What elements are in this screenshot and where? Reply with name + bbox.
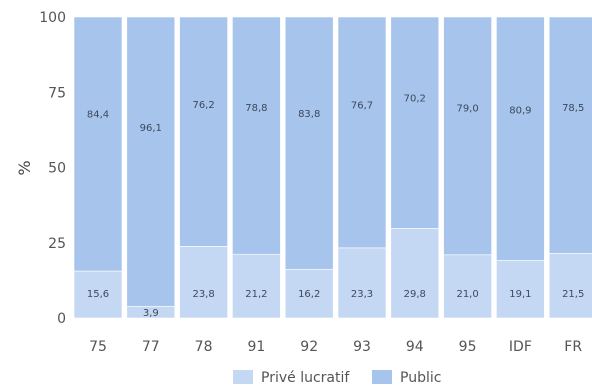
bar-segment bbox=[284, 16, 334, 270]
y-tick-label: 100 bbox=[39, 10, 66, 26]
x-tick-label: 93 bbox=[353, 339, 371, 355]
bar-segment bbox=[390, 228, 440, 319]
x-axis: 75 77 78 91 92 93 94 95 IDF FR bbox=[89, 339, 582, 355]
legend-swatch bbox=[372, 370, 392, 384]
y-axis-label: % bbox=[15, 160, 34, 175]
data-label: 78,8 bbox=[245, 103, 267, 114]
data-label: 21,2 bbox=[245, 289, 267, 300]
data-label: 76,7 bbox=[351, 101, 373, 112]
bar-segment bbox=[179, 246, 228, 319]
y-axis: 0 25 50 75 100 bbox=[39, 10, 66, 327]
y-tick-label: 25 bbox=[48, 236, 66, 252]
legend-label: Public bbox=[400, 370, 441, 386]
x-tick-label: 91 bbox=[247, 339, 265, 355]
x-tick-label: 92 bbox=[300, 339, 318, 355]
data-label: 16,2 bbox=[298, 289, 320, 300]
bar-segment bbox=[284, 268, 334, 319]
data-label: 76,2 bbox=[192, 100, 214, 111]
data-label: 78,5 bbox=[562, 103, 584, 114]
x-tick-label: 95 bbox=[459, 339, 477, 355]
data-label: 23,3 bbox=[351, 289, 373, 300]
bar-segment bbox=[548, 252, 592, 319]
bars: 15,6 84,4 3,9 96,1 23,8 76,2 21,2 78,8 16,2 83,8 2… bbox=[73, 16, 592, 319]
data-label: 21,0 bbox=[456, 289, 478, 300]
bar-segment bbox=[337, 16, 387, 249]
data-label: 19,1 bbox=[509, 289, 531, 300]
bar-segment bbox=[232, 253, 281, 319]
data-label: 21,5 bbox=[562, 289, 584, 300]
bar-segment bbox=[496, 260, 545, 319]
legend: Privé lucratif Public bbox=[233, 370, 441, 386]
data-label: 79,0 bbox=[456, 103, 478, 114]
x-tick-label: 78 bbox=[195, 339, 213, 355]
data-label: 15,6 bbox=[87, 289, 109, 300]
legend-swatch bbox=[233, 370, 253, 384]
bar-segment bbox=[126, 16, 176, 307]
data-label: 83,8 bbox=[298, 109, 320, 120]
x-tick-label: 77 bbox=[142, 339, 160, 355]
data-label: 80,9 bbox=[509, 106, 531, 117]
x-tick-label: IDF bbox=[509, 339, 532, 355]
bar-segment bbox=[73, 270, 123, 319]
data-label: 23,8 bbox=[192, 289, 214, 300]
bar-segment bbox=[179, 16, 228, 247]
x-tick-label: 75 bbox=[89, 339, 107, 355]
bar-segment bbox=[496, 16, 545, 261]
bar-segment bbox=[443, 16, 492, 256]
bar-segment bbox=[548, 16, 592, 254]
y-tick-label: 0 bbox=[57, 311, 66, 327]
data-label: 3,9 bbox=[143, 308, 159, 319]
data-label: 29,8 bbox=[404, 289, 426, 300]
data-label: 70,2 bbox=[404, 93, 426, 104]
y-tick-label: 50 bbox=[48, 161, 66, 177]
bar-segment bbox=[232, 16, 281, 255]
y-tick-label: 75 bbox=[48, 85, 66, 101]
legend-label: Privé lucratif bbox=[261, 370, 350, 386]
x-tick-label: 94 bbox=[406, 339, 424, 355]
bar-segment bbox=[390, 16, 440, 229]
data-label: 96,1 bbox=[140, 123, 162, 134]
bar-segment bbox=[73, 16, 123, 272]
data-label: 84,4 bbox=[87, 110, 109, 121]
x-tick-label: FR bbox=[564, 339, 582, 355]
bar-segment bbox=[443, 254, 492, 319]
bar-segment bbox=[337, 247, 387, 319]
